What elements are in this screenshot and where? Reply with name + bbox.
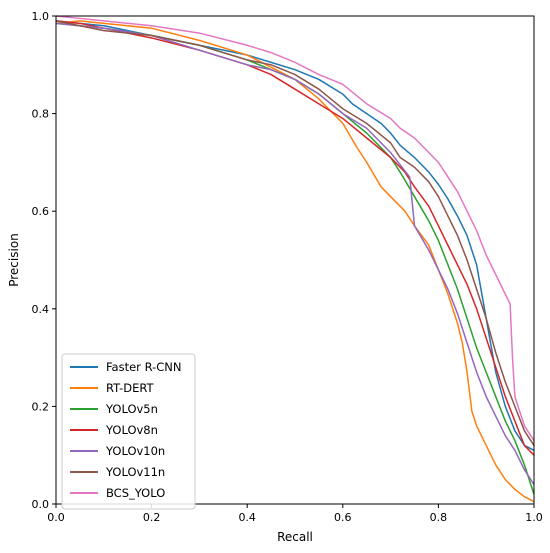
y-tick-label: 1.0 <box>32 10 50 23</box>
y-axis-label: Precision <box>7 233 21 287</box>
y-tick-label: 0.8 <box>32 108 50 121</box>
legend: Faster R-CNN RT-DERT YOLOv5n YOLOv8n YOLOv10… <box>61 353 196 510</box>
legend-label: YOLOv11n <box>105 465 165 479</box>
legend-label: RT-DERT <box>106 381 155 395</box>
x-tick-label: 0.0 <box>47 511 65 524</box>
series-line-yolov11n <box>55 20 535 446</box>
y-axis: 0.0 0.2 0.4 0.6 0.8 1.0 <box>32 10 56 511</box>
y-tick-label: 0.4 <box>32 303 50 316</box>
legend-label: BCS_YOLO <box>106 486 165 500</box>
x-tick-label: 0.4 <box>238 511 256 524</box>
x-tick-label: 0.8 <box>430 511 448 524</box>
x-axis-label: Recall <box>277 530 313 544</box>
y-tick-label: 0.6 <box>32 205 50 218</box>
legend-label: Faster R-CNN <box>106 360 181 374</box>
legend-label: YOLOv5n <box>105 402 158 416</box>
series-line-faster-r-cnn <box>55 20 535 451</box>
y-tick-label: 0.0 <box>32 498 50 511</box>
series-layer <box>55 15 535 503</box>
x-tick-label: 0.6 <box>334 511 352 524</box>
legend-box <box>61 353 196 510</box>
x-tick-label: 0.2 <box>143 511 161 524</box>
x-axis: 0.0 0.2 0.4 0.6 0.8 1.0 <box>47 504 543 524</box>
y-tick-label: 0.2 <box>32 400 50 413</box>
series-line-bcs-yolo <box>55 15 535 441</box>
legend-label: YOLOv10n <box>105 444 165 458</box>
x-tick-label: 1.0 <box>525 511 543 524</box>
series-line-yolov10n <box>55 22 535 485</box>
plot-frame <box>55 15 535 505</box>
legend-label: YOLOv8n <box>105 423 158 437</box>
